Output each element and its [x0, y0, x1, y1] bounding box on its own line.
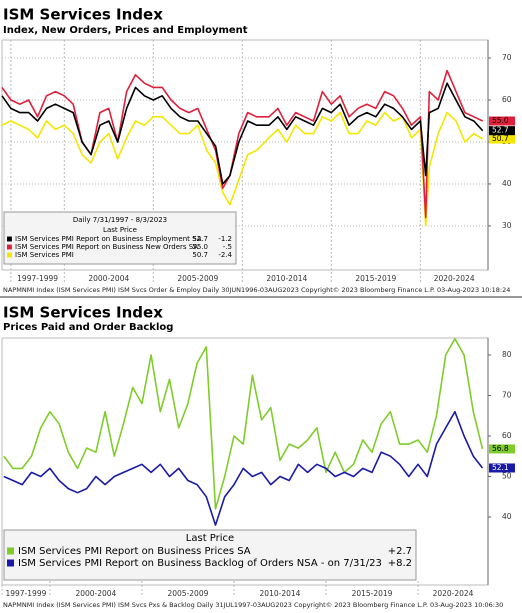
legend-label: ISM Services PMI Report on Business Empl… [15, 235, 202, 243]
x-tick-label: 2020-2024 [434, 274, 475, 283]
legend-header: Last Price [186, 533, 234, 544]
last-price-label: 52.7 [492, 126, 509, 135]
x-tick-label: 1997-1999 [5, 589, 46, 598]
chart-subtitle: Prices Paid and Order Backlog [3, 322, 173, 333]
x-tick-label: 2000-2004 [88, 274, 129, 283]
y-tick-label: 60 [502, 95, 512, 104]
legend-label: ISM Services PMI [15, 251, 74, 259]
last-price-tag [489, 463, 515, 473]
legend-change: +2.7 [388, 546, 412, 557]
x-tick-label: 2005-2009 [167, 589, 208, 598]
legend-swatch [7, 244, 12, 250]
x-tick-label: 2010-2014 [266, 274, 307, 283]
y-tick-label: 60 [502, 431, 512, 440]
last-price-tag [489, 134, 515, 144]
legend-value: 52.7 [192, 235, 208, 243]
legend-swatch [7, 547, 14, 555]
x-tick-label: 2005-2009 [177, 274, 218, 283]
legend-swatch [7, 236, 12, 242]
last-price-tag [489, 126, 515, 136]
legend-header: Last Price [103, 226, 137, 234]
last-price-label: 56.8 [492, 444, 509, 453]
y-tick-label: 70 [502, 390, 512, 399]
last-price-tag [489, 444, 515, 454]
chart-subtitle: Index, New Orders, Prices and Employment [3, 25, 248, 36]
series-line [3, 338, 484, 510]
legend-swatch [7, 252, 12, 258]
y-tick-label: 40 [502, 179, 512, 188]
footer: NAPMNMI Index (ISM Services PMI) ISM Svc… [3, 601, 503, 609]
legend-label: ISM Services PMI Report on Business Pric… [18, 546, 251, 557]
footer: NAPMNMI Index (ISM Services PMI) ISM Svc… [3, 286, 510, 294]
last-price-label: 50.7 [492, 134, 509, 143]
x-tick-label: 1997-1999 [17, 274, 58, 283]
y-tick-label: 30 [502, 221, 512, 230]
legend-change: +8.2 [388, 558, 412, 569]
legend-swatch [7, 559, 14, 567]
series-line [3, 410, 484, 526]
series-line [1, 111, 484, 227]
x-tick-label: 2015-2019 [355, 274, 396, 283]
x-tick-label: 2010-2014 [260, 589, 301, 598]
last-price-label: 55.0 [492, 116, 509, 125]
chart-title: ISM Services Index [3, 304, 163, 322]
last-price-tag [489, 116, 515, 126]
y-tick-label: 80 [502, 350, 512, 359]
last-price-label: 52.1 [492, 463, 509, 472]
legend-label: ISM Services PMI Report on Business New … [15, 243, 198, 251]
legend-box [3, 211, 237, 265]
x-tick-label: 2015-2019 [352, 589, 393, 598]
legend-header: Daily 7/31/1997 - 8/3/2023 [73, 216, 167, 224]
legend-change: -.5 [223, 243, 232, 251]
legend-label: ISM Services PMI Report on Business Back… [18, 558, 382, 569]
legend-change: -1.2 [218, 235, 232, 243]
y-tick-label: 70 [502, 53, 512, 62]
y-tick-label: 50 [502, 471, 512, 480]
y-tick-label: 40 [502, 512, 512, 521]
x-tick-label: 2000-2004 [75, 589, 116, 598]
chart-title: ISM Services Index [3, 6, 163, 24]
legend-box [3, 529, 417, 581]
series-line [1, 82, 484, 185]
legend-value: 55.0 [192, 243, 208, 251]
legend-change: -2.4 [218, 251, 232, 259]
legend-value: 50.7 [192, 251, 208, 259]
x-tick-label: 2020-2024 [433, 589, 474, 598]
